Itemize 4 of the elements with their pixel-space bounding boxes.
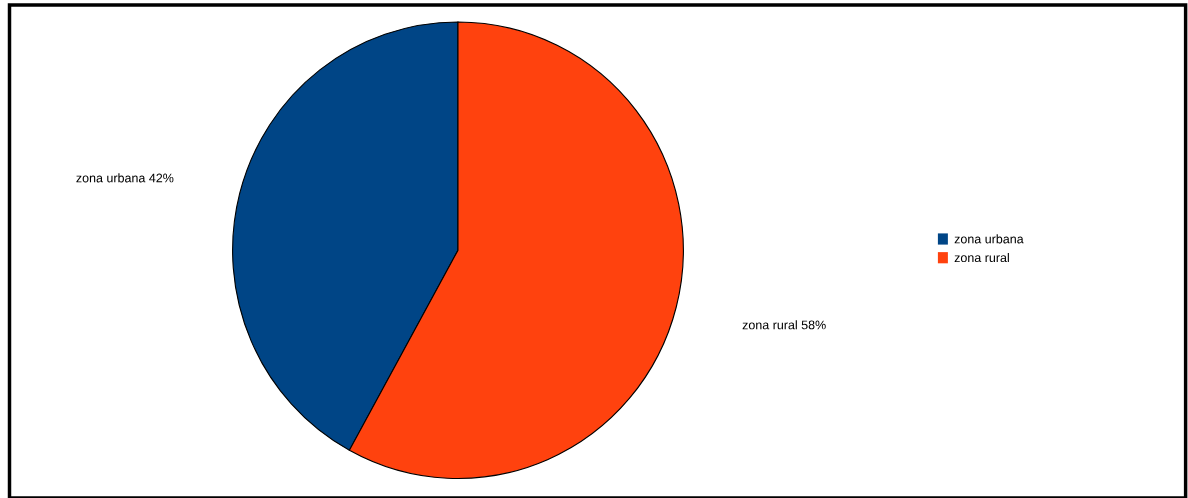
category-label: zona urbana 42% [76, 173, 174, 183]
legend-label: zona rural [954, 252, 1009, 263]
category-label: zona rural 58% [742, 320, 826, 330]
legend-label: zona urbana [954, 234, 1024, 244]
